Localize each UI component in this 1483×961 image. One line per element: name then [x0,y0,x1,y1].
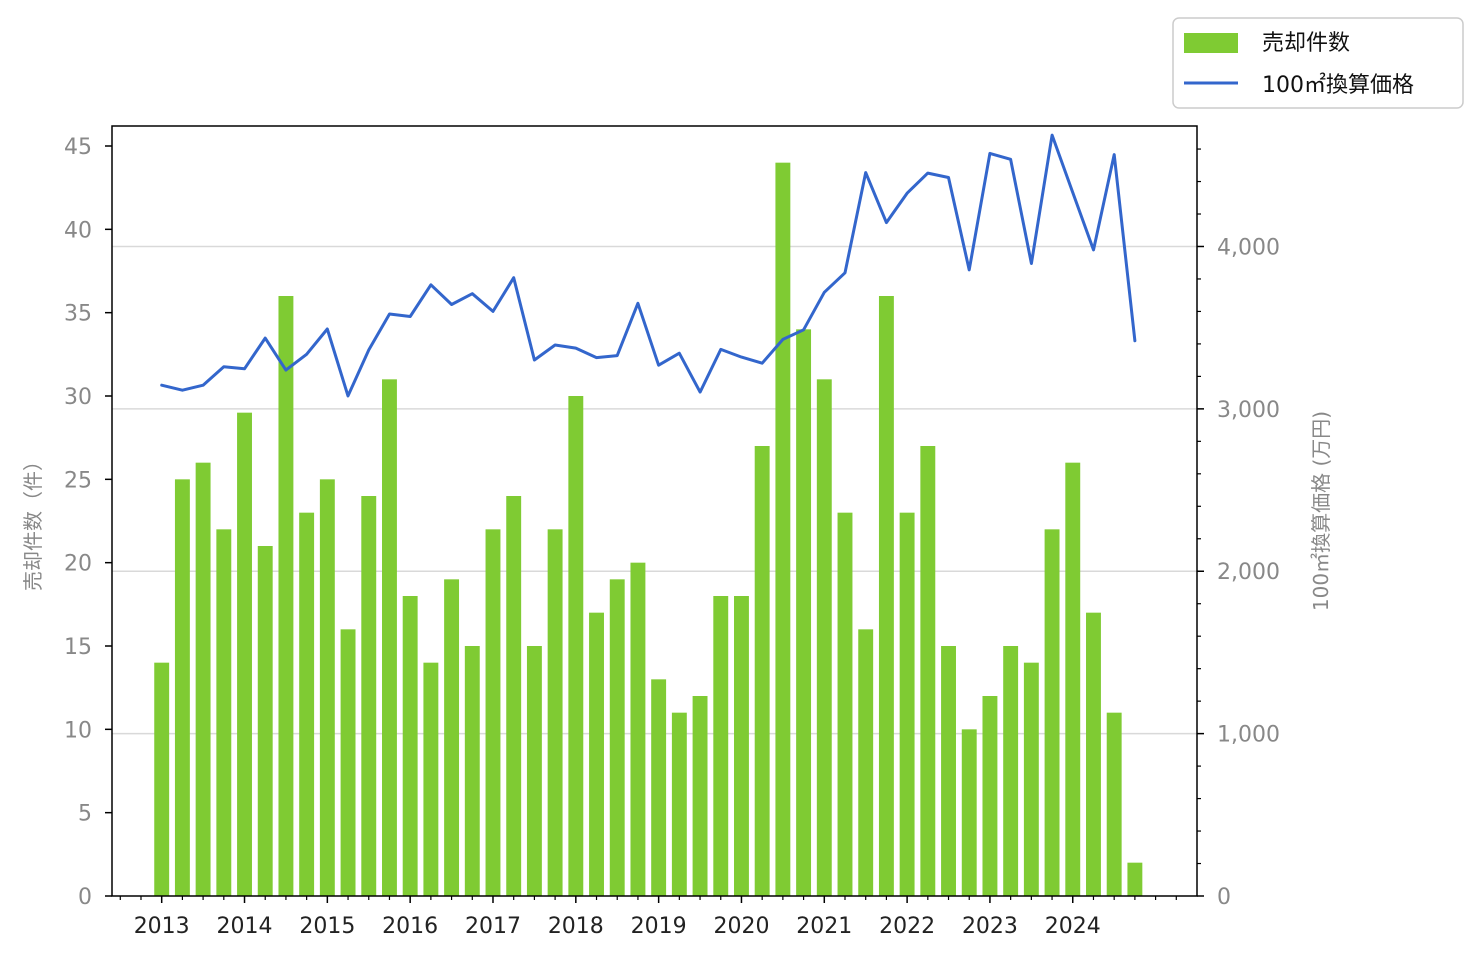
bar-35 [878,296,894,896]
right-tick-label-1: 1,000 [1217,723,1280,748]
bar-36 [899,512,915,896]
bar-7 [299,512,315,896]
left-tick-label-2: 10 [64,718,92,743]
bar-15 [464,646,480,896]
bar-47 [1127,862,1143,896]
bar-3 [216,529,232,896]
legend-box [1172,17,1464,109]
bar-46 [1106,712,1122,896]
bar-19 [547,529,563,896]
bar-29 [754,446,770,896]
right-axis-title: 100㎡換算価格 (万円) [1309,411,1333,611]
left-tick-label-9: 45 [64,135,92,160]
legend-label-line: 100㎡換算価格 [1262,72,1414,98]
left-tick-label-1: 5 [78,802,92,827]
bar-41 [1003,646,1019,896]
x-tick-label-7: 2020 [713,914,769,939]
left-tick-label-4: 20 [64,552,92,577]
bar-11 [382,379,397,896]
right-tick-label-3: 3,000 [1217,398,1280,423]
left-tick-label-5: 25 [64,468,92,493]
gridlines [112,245,1197,735]
bar-27 [713,596,729,896]
bar-4 [237,412,252,896]
left-axis-ticks: 0 5 10 15 20 25 30 35 40 45 [64,135,112,910]
bar-5 [257,546,273,896]
bar-37 [920,446,936,896]
bar-40 [982,696,998,896]
bar-14 [444,579,460,896]
bar-series-sales-count [154,162,1143,896]
bar-13 [423,662,439,896]
right-tick-label-2: 2,000 [1217,560,1280,585]
bar-1 [174,479,190,896]
x-tick-label-1: 2014 [217,914,273,939]
x-tick-label-5: 2018 [548,914,604,939]
bar-24 [651,679,667,896]
x-tick-label-6: 2019 [631,914,687,939]
bar-38 [941,646,956,896]
left-tick-label-0: 0 [78,885,92,910]
bar-25 [671,712,687,896]
right-tick-label-4: 4,000 [1217,235,1280,260]
bar-0 [154,662,170,896]
left-tick-label-6: 30 [64,385,92,410]
bar-45 [1086,612,1101,896]
bar-18 [526,646,542,896]
bar-16 [485,529,501,896]
left-tick-label-3: 15 [64,635,92,660]
plot-frame [111,125,1198,897]
bar-17 [506,496,522,896]
bar-32 [816,379,832,896]
legend-bar-swatch [1184,33,1238,53]
bar-21 [589,612,604,896]
right-axis-ticks: 0 1,000 2,000 3,000 4,000 [1197,148,1280,910]
x-tick-label-2: 2015 [299,914,355,939]
legend-label-bar: 売却件数 [1262,31,1350,56]
x-tick-label-8: 2021 [796,914,852,939]
bar-28 [734,596,749,896]
left-axis-title: 売却件数（件） [21,451,45,591]
bar-26 [692,696,708,896]
bar-9 [340,629,356,896]
bar-43 [1044,529,1060,896]
x-axis-ticks: 2013 2014 2015 2016 2017 2018 2019 2020 2021 2022… [119,896,1177,939]
line-series-price-per-100sqm [160,133,1137,398]
bar-31 [796,329,812,896]
bar-2 [195,462,211,896]
bar-34 [858,629,874,896]
x-tick-label-3: 2016 [382,914,438,939]
right-tick-label-0: 0 [1217,885,1231,910]
left-tick-label-8: 40 [64,218,92,243]
bar-33 [837,512,853,896]
bar-42 [1023,662,1039,896]
x-tick-label-9: 2022 [879,914,935,939]
bar-30 [775,162,791,896]
bar-10 [361,496,377,896]
bar-44 [1065,462,1081,896]
legend: 売却件数 100㎡換算価格 [1172,17,1464,109]
bar-8 [319,479,335,896]
bar-39 [961,729,977,896]
bar-20 [568,396,584,896]
x-tick-label-4: 2017 [465,914,521,939]
x-tick-label-10: 2023 [962,914,1018,939]
bar-6 [278,296,294,896]
bar-12 [402,596,418,896]
left-tick-label-7: 35 [64,302,92,327]
bar-23 [630,562,646,896]
bar-22 [609,579,625,896]
x-tick-label-0: 2013 [134,914,190,939]
x-tick-label-11: 2024 [1045,914,1101,939]
